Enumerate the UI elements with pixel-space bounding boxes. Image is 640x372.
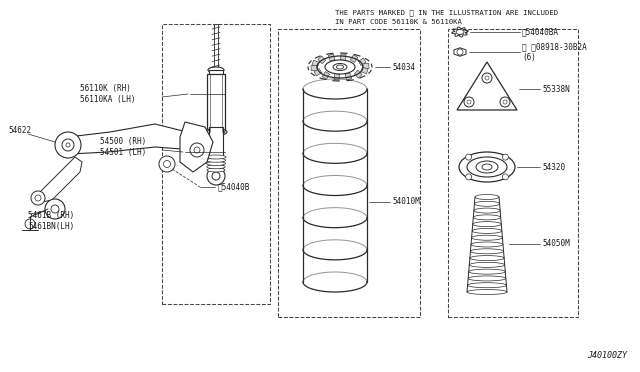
Text: 54622: 54622 [8,125,31,135]
Bar [340,54,346,60]
Ellipse shape [207,129,225,135]
Circle shape [502,174,508,180]
Polygon shape [68,124,200,154]
Bar [355,70,362,78]
Text: THE PARTS MARKED ※ IN THE ILLUSTRATION ARE INCLUDED
IN PART CODE 56110K & 56110K: THE PARTS MARKED ※ IN THE ILLUSTRATION A… [335,9,558,25]
Bar [278,29,420,317]
Ellipse shape [468,276,506,281]
Bar [328,54,335,61]
Ellipse shape [459,152,515,182]
Ellipse shape [471,242,503,247]
Bar [311,65,317,71]
Circle shape [500,97,510,107]
Bar [322,71,330,79]
Text: 54034: 54034 [392,62,415,71]
Circle shape [55,132,81,158]
Circle shape [502,154,508,160]
Polygon shape [38,157,82,202]
Ellipse shape [474,201,500,206]
Ellipse shape [468,269,506,274]
Ellipse shape [207,168,225,172]
Text: 55338N: 55338N [542,84,570,93]
Bar [162,24,270,304]
Circle shape [482,73,492,83]
Ellipse shape [467,289,507,295]
Ellipse shape [208,67,224,73]
Polygon shape [180,122,213,172]
Ellipse shape [207,161,225,166]
Ellipse shape [472,228,502,233]
Bar [209,70,223,82]
Bar [318,56,326,64]
Bar [350,55,358,62]
Circle shape [464,97,474,107]
Ellipse shape [333,64,347,71]
Text: 54320: 54320 [542,163,565,171]
Bar [209,127,223,172]
Polygon shape [457,62,517,110]
Circle shape [159,156,175,172]
Circle shape [467,100,471,104]
Circle shape [35,195,41,201]
Bar [312,60,319,67]
Text: 54050M: 54050M [542,240,570,248]
Bar [363,63,369,69]
Ellipse shape [474,215,500,220]
Ellipse shape [469,262,505,267]
Circle shape [207,167,225,185]
Ellipse shape [470,249,504,254]
Circle shape [31,191,45,205]
Ellipse shape [482,164,492,170]
Circle shape [45,199,65,219]
Bar [207,74,225,132]
Ellipse shape [206,155,226,159]
Circle shape [212,172,220,180]
Bar [345,73,351,80]
Circle shape [51,205,59,213]
Circle shape [62,139,74,151]
Polygon shape [454,48,466,56]
Bar [314,68,322,76]
Ellipse shape [325,60,355,74]
Circle shape [485,76,489,80]
Circle shape [503,100,507,104]
Text: ※ ⓝ08918-30B2A
(6): ※ ⓝ08918-30B2A (6) [522,42,587,62]
Ellipse shape [467,157,507,177]
Bar [361,67,368,74]
Ellipse shape [474,208,500,213]
Circle shape [190,143,204,157]
Text: 54500 (RH)
54501 (LH): 54500 (RH) 54501 (LH) [100,137,147,157]
Text: 5461B (RH)
5461BN(LH): 5461B (RH) 5461BN(LH) [28,211,74,231]
Text: J40100ZY: J40100ZY [587,351,627,360]
Circle shape [466,174,472,180]
Ellipse shape [337,65,344,69]
Circle shape [466,154,472,160]
Circle shape [163,160,170,167]
Circle shape [25,219,35,229]
Bar [448,29,578,317]
Text: 54010M: 54010M [392,197,420,206]
Bar [334,74,340,80]
Text: ※54040B: ※54040B [218,183,250,192]
Ellipse shape [207,165,225,169]
Bar [214,24,218,72]
Ellipse shape [473,222,501,227]
Ellipse shape [205,128,227,135]
Circle shape [194,147,200,153]
Ellipse shape [476,161,498,173]
Text: ※54040BA: ※54040BA [522,28,559,36]
Ellipse shape [206,158,226,162]
Ellipse shape [470,256,504,260]
Ellipse shape [472,235,502,240]
Ellipse shape [475,195,499,199]
Circle shape [457,49,463,55]
Text: 56110K (RH)
56110KA (LH): 56110K (RH) 56110KA (LH) [80,84,136,104]
Ellipse shape [468,283,506,288]
Circle shape [66,143,70,147]
Ellipse shape [456,29,464,35]
Bar [358,58,366,65]
